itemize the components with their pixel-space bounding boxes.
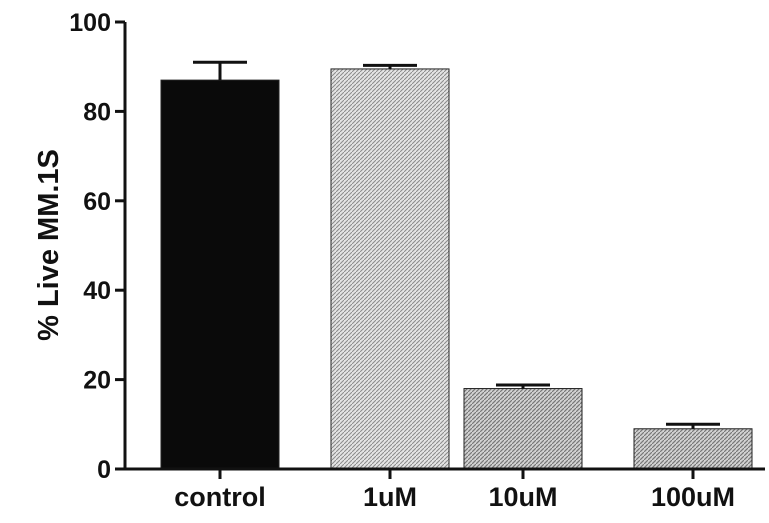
x-tick-label-10um: 10uM bbox=[488, 482, 557, 512]
x-tick-label-control: control bbox=[174, 482, 266, 512]
bar-10um bbox=[463, 388, 583, 470]
y-tick-label-40: 40 bbox=[83, 277, 111, 305]
x-ticks-layer: control 1uM 10uM 100uM bbox=[174, 469, 735, 512]
error-bars-layer bbox=[193, 60, 720, 429]
x-tick-label-100um: 100uM bbox=[651, 482, 735, 512]
bar-control bbox=[160, 79, 280, 470]
y-tick-label-100: 100 bbox=[69, 9, 111, 37]
y-tick-label-60: 60 bbox=[83, 188, 111, 216]
bar-1um bbox=[330, 68, 450, 470]
bars-layer bbox=[160, 68, 753, 470]
x-tick-label-1um: 1uM bbox=[363, 482, 417, 512]
y-axis-title: % Live MM.1S bbox=[33, 149, 65, 341]
y-tick-label-80: 80 bbox=[83, 98, 111, 126]
y-tick-label-20: 20 bbox=[83, 367, 111, 395]
y-ticks-layer: 0 20 40 60 80 100 bbox=[69, 9, 125, 484]
y-tick-label-0: 0 bbox=[97, 456, 111, 484]
bar-100um bbox=[633, 428, 753, 470]
